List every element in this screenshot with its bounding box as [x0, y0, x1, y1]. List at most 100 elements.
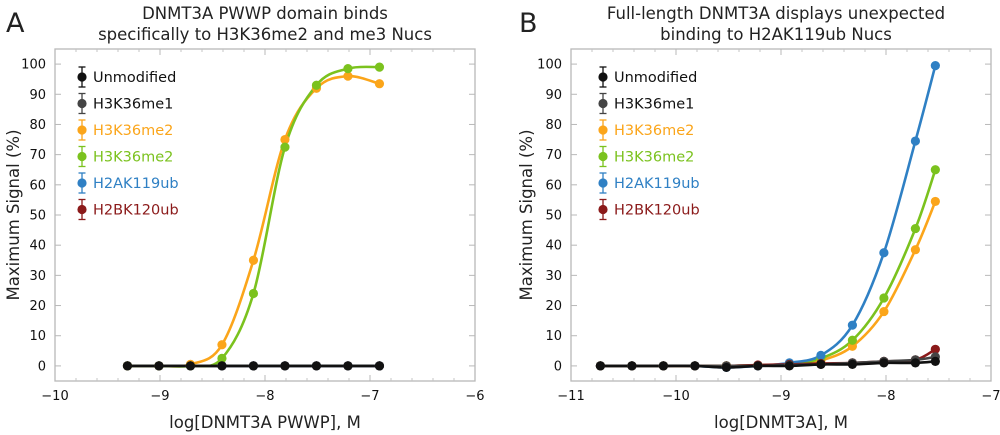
panel-a-y-tick-label: 60: [29, 178, 46, 193]
panel-a-legend-entry: H3K36me2: [77, 145, 173, 168]
panel-a-point-unmodified: [122, 361, 133, 371]
panel-b-point-h2ak119ub: [816, 350, 826, 360]
panel-b-point-h3k36me2: [910, 223, 921, 234]
panel-b-y-tick-label: 0: [554, 359, 562, 374]
panel-a-point-unmodified: [374, 361, 385, 371]
panel-b-legend-marker: [598, 151, 608, 162]
panel-b-legend-label: H3K36me2: [614, 123, 694, 139]
panel-a-point-unmodified: [217, 361, 227, 371]
panel-b-point-h3k36me2: [879, 306, 889, 317]
panel-a-point-unmodified: [248, 361, 259, 371]
panel-a-x-tick-label: −10: [41, 389, 68, 404]
panel-b-point-unmodified: [879, 358, 889, 368]
panel-b-x-tick-label: −8: [876, 389, 895, 404]
panel-b-point-unmodified: [784, 361, 795, 371]
panel-a-x-tick-label: −9: [150, 389, 169, 404]
panel-a-point-h3k36me2: [280, 142, 290, 152]
panel-a-legend-entry: H2AK119ub: [77, 172, 179, 194]
panel-a-y-tick-label: 30: [29, 269, 46, 284]
panel-a-y-tick-label: 50: [29, 209, 46, 224]
panel-a-title-line2: specifically to H3K36me2 and me3 Nucs: [98, 25, 432, 44]
panel-a-y-tick-label: 0: [38, 359, 46, 374]
panel-a-y-axis-label: Maximum Signal (%): [4, 129, 23, 300]
panel-a-point-h3k36me2: [374, 62, 385, 72]
panel-a-title-line1: DNMT3A PWWP domain binds: [142, 4, 388, 23]
panel-b-legend-label: H3K36me1: [614, 97, 694, 113]
panel-b-legend-entry: H2AK119ub: [598, 172, 700, 194]
panel-b-point-unmodified: [595, 361, 606, 371]
panel-a-legend-label: Unmodified: [93, 70, 176, 86]
panel-b-legend-marker: [598, 72, 608, 82]
panel-b-point-h3k36me2: [879, 293, 889, 303]
panel-b-y-tick-label: 90: [545, 88, 562, 103]
panel-a-point-h3k36me2: [280, 134, 290, 145]
panel-a-y-tick-label: 80: [29, 118, 46, 133]
panel-b-point-h3k36me2: [930, 165, 940, 175]
panel-b-point-unmodified: [910, 358, 921, 368]
panel-b-legend-label: H2AK119ub: [614, 176, 700, 192]
panel-a-point-h3k36me2: [343, 64, 353, 74]
panel-a-legend-label: H3K36me2: [93, 123, 173, 139]
panel-a-x-tick-label: −7: [360, 389, 379, 404]
panel-b-curve-h3k36me2: [600, 169, 937, 368]
panel-a-legend-marker: [77, 178, 87, 188]
panel-a-y-tick-label: 70: [29, 148, 46, 163]
panel-b-point-unmodified: [816, 359, 826, 369]
panel-a-legend-entry: H3K36me1: [77, 92, 173, 115]
panel-a-point-unmodified: [280, 361, 290, 371]
panel-a-legend-label: H3K36me1: [93, 97, 173, 113]
panel-b-x-tick-label: −7: [981, 389, 1000, 404]
panel-a-point-h3k36me2: [374, 79, 385, 89]
panel-a-legend-label: H2BK120ub: [93, 203, 179, 219]
panel-b-point-h2bk120ub: [930, 344, 940, 354]
panel-a-point-h3k36me2: [343, 71, 353, 81]
panel-a-legend-marker: [77, 98, 87, 109]
panel-b-point-unmodified: [847, 359, 858, 369]
panel-b-point-h2ak119ub: [910, 136, 921, 146]
panel-b-y-tick-label: 70: [545, 148, 562, 163]
panel-b-legend-entry: H3K36me2: [598, 145, 694, 168]
panel-a-point-h3k36me2: [217, 340, 227, 350]
panel-b-legend-marker: [598, 178, 608, 188]
panel-b-legend-entry: Unmodified: [598, 66, 697, 88]
panel-a-legend-marker: [77, 125, 87, 135]
panel-b-legend-entry: H3K36me2: [598, 119, 694, 141]
panel-a-letter: A: [6, 8, 25, 39]
panel-a-y-tick-label: 100: [21, 58, 46, 73]
panel-b-y-tick-label: 60: [545, 178, 562, 193]
panel-a-x-axis-label: log[DNMT3A PWWP], M: [169, 413, 361, 432]
panel-a-point-unmodified: [154, 361, 164, 371]
panel-b-point-h3k36me2: [930, 196, 940, 207]
panel-b-y-tick-label: 40: [545, 239, 562, 254]
panel-b-x-tick-label: −11: [557, 389, 584, 404]
panel-a-point-h3k36me2: [217, 353, 227, 363]
panel-b-y-tick-label: 50: [545, 209, 562, 224]
panel-b-title-line1: Full-length DNMT3A displays unexpected: [607, 4, 945, 23]
panel-a-point-h3k36me2: [248, 288, 259, 299]
panel-b-point-unmodified: [690, 361, 700, 371]
panel-b-letter: B: [519, 8, 538, 39]
panel-a-legend-entry: H2BK120ub: [77, 198, 179, 221]
panel-a-points: [122, 62, 385, 371]
panel-a-axes: −10 −9 −8 −7 −6 0 10 20 30 40 50 60 70 80 90 100: [21, 48, 485, 404]
panel-b-x-tick-label: −9: [771, 389, 790, 404]
panel-b: B Full-length DNMT3A displays unexpected…: [517, 4, 1000, 432]
panel-b-legend-entry: H2BK120ub: [598, 198, 700, 221]
panel-b-point-unmodified: [627, 361, 637, 371]
panel-a-legend: Unmodified H3K36me1 H3K36me2 H3K36me2 H2AK11…: [77, 66, 179, 221]
panel-a-legend-entry: H3K36me2: [77, 119, 173, 141]
panel-a-legend-marker: [77, 72, 87, 82]
panel-b-point-unmodified: [658, 361, 669, 371]
panel-b-legend-marker: [598, 204, 608, 215]
panel-a-x-tick-label: −6: [465, 389, 484, 404]
panel-b-point-h3k36me2: [910, 245, 921, 255]
panel-b-point-unmodified: [753, 361, 763, 371]
panel-a-legend-marker: [77, 204, 87, 215]
panel-b-point-unmodified: [721, 362, 732, 373]
panel-a-legend-label: H2AK119ub: [93, 176, 179, 192]
panel-a-y-tick-label: 10: [29, 329, 46, 344]
panel-b-y-axis-label: Maximum Signal (%): [517, 129, 536, 300]
panel-b-title-line2: binding to H2AK119ub Nucs: [660, 25, 892, 44]
panel-a-x-tick-label: −8: [255, 389, 274, 404]
